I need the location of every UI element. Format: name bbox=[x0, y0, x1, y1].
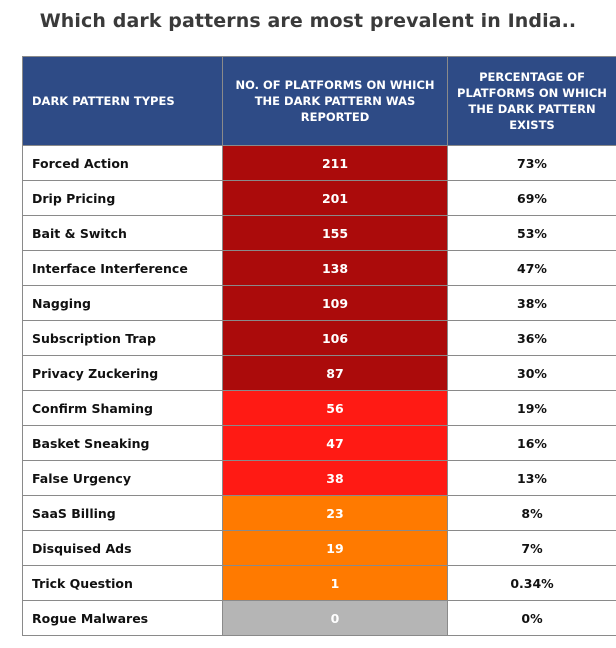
percentage-cell: 13% bbox=[447, 460, 616, 496]
platform-count-cell: 106 bbox=[222, 320, 448, 356]
table-row: Disquised Ads 19 7% bbox=[22, 530, 616, 566]
percentage-cell: 53% bbox=[447, 215, 616, 251]
pattern-type-cell: Bait & Switch bbox=[22, 215, 223, 251]
pattern-type-cell: Forced Action bbox=[22, 145, 223, 181]
pattern-type-cell: Privacy Zuckering bbox=[22, 355, 223, 391]
pattern-type-cell: SaaS Billing bbox=[22, 495, 223, 531]
table-row: Drip Pricing 201 69% bbox=[22, 180, 616, 216]
percentage-cell: 36% bbox=[447, 320, 616, 356]
platform-count-cell: 19 bbox=[222, 530, 448, 566]
header-count: NO. OF PLATFORMS ON WHICH THE DARK PATTE… bbox=[222, 56, 448, 146]
platform-count-cell: 201 bbox=[222, 180, 448, 216]
pattern-type-cell: Interface Interference bbox=[22, 250, 223, 286]
pattern-type-cell: Rogue Malwares bbox=[22, 600, 223, 636]
chart-title: Which dark patterns are most prevalent i… bbox=[39, 10, 577, 32]
header-row: DARK PATTERN TYPES NO. OF PLATFORMS ON W… bbox=[22, 56, 616, 146]
table-row: Basket Sneaking 47 16% bbox=[22, 425, 616, 461]
table-row: SaaS Billing 23 8% bbox=[22, 495, 616, 531]
platform-count-cell: 155 bbox=[222, 215, 448, 251]
pattern-type-cell: Basket Sneaking bbox=[22, 425, 223, 461]
table-row: Confirm Shaming 56 19% bbox=[22, 390, 616, 426]
pattern-type-cell: False Urgency bbox=[22, 460, 223, 496]
table-row: Rogue Malwares 0 0% bbox=[22, 600, 616, 636]
percentage-cell: 16% bbox=[447, 425, 616, 461]
table-row: Bait & Switch 155 53% bbox=[22, 215, 616, 251]
header-percent: PERCENTAGE OF PLATFORMS ON WHICH THE DAR… bbox=[447, 56, 616, 146]
table-row: Privacy Zuckering 87 30% bbox=[22, 355, 616, 391]
platform-count-cell: 1 bbox=[222, 565, 448, 601]
percentage-cell: 69% bbox=[447, 180, 616, 216]
platform-count-cell: 23 bbox=[222, 495, 448, 531]
percentage-cell: 38% bbox=[447, 285, 616, 321]
header-type: DARK PATTERN TYPES bbox=[22, 56, 223, 146]
percentage-cell: 7% bbox=[447, 530, 616, 566]
platform-count-cell: 47 bbox=[222, 425, 448, 461]
platform-count-cell: 109 bbox=[222, 285, 448, 321]
table-row: Interface Interference 138 47% bbox=[22, 250, 616, 286]
table-row: Nagging 109 38% bbox=[22, 285, 616, 321]
percentage-cell: 8% bbox=[447, 495, 616, 531]
pattern-type-cell: Disquised Ads bbox=[22, 530, 223, 566]
percentage-cell: 47% bbox=[447, 250, 616, 286]
percentage-cell: 30% bbox=[447, 355, 616, 391]
table-row: Forced Action 211 73% bbox=[22, 145, 616, 181]
table-row: Subscription Trap 106 36% bbox=[22, 320, 616, 356]
dark-patterns-table: DARK PATTERN TYPES NO. OF PLATFORMS ON W… bbox=[22, 56, 616, 636]
pattern-type-cell: Subscription Trap bbox=[22, 320, 223, 356]
table-row: Trick Question 1 0.34% bbox=[22, 565, 616, 601]
platform-count-cell: 56 bbox=[222, 390, 448, 426]
pattern-type-cell: Confirm Shaming bbox=[22, 390, 223, 426]
platform-count-cell: 0 bbox=[222, 600, 448, 636]
table-row: False Urgency 38 13% bbox=[22, 460, 616, 496]
platform-count-cell: 138 bbox=[222, 250, 448, 286]
pattern-type-cell: Nagging bbox=[22, 285, 223, 321]
pattern-type-cell: Trick Question bbox=[22, 565, 223, 601]
platform-count-cell: 211 bbox=[222, 145, 448, 181]
percentage-cell: 73% bbox=[447, 145, 616, 181]
platform-count-cell: 38 bbox=[222, 460, 448, 496]
platform-count-cell: 87 bbox=[222, 355, 448, 391]
pattern-type-cell: Drip Pricing bbox=[22, 180, 223, 216]
percentage-cell: 0% bbox=[447, 600, 616, 636]
percentage-cell: 0.34% bbox=[447, 565, 616, 601]
percentage-cell: 19% bbox=[447, 390, 616, 426]
